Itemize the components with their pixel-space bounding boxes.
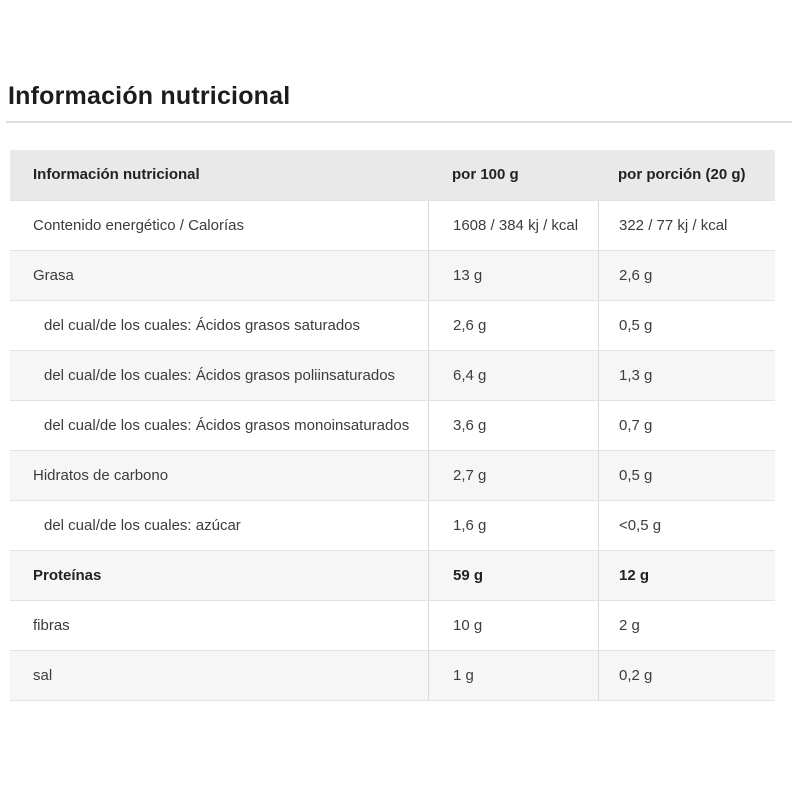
nutrient-name: sal bbox=[33, 666, 53, 684]
nutrient-name: Proteínas bbox=[33, 566, 102, 584]
value-per-100g: 6,4 g bbox=[428, 351, 598, 400]
table-row-fiber: fibras 10 g 2 g bbox=[10, 600, 775, 650]
nutrient-name: Contenido energético / Calorías bbox=[33, 216, 244, 234]
nutrition-table: Información nutricional por 100 g por po… bbox=[10, 150, 775, 701]
table-row-energy: Contenido energético / Calorías 1608 / 3… bbox=[10, 200, 775, 250]
value-per-100g: 1,6 g bbox=[428, 501, 598, 550]
value-per-portion: 2 g bbox=[598, 601, 775, 650]
value-per-portion: 0,5 g bbox=[598, 301, 775, 350]
value-per-portion: 0,5 g bbox=[598, 451, 775, 500]
table-row-protein: Proteínas 59 g 12 g bbox=[10, 550, 775, 600]
nutrient-name: Grasa bbox=[33, 266, 74, 284]
value-per-100g: 10 g bbox=[428, 601, 598, 650]
nutrient-name: del cual/de los cuales: Ácidos grasos po… bbox=[44, 366, 396, 384]
value-per-100g: 1 g bbox=[428, 651, 598, 700]
value-per-100g: 2,7 g bbox=[428, 451, 598, 500]
table-row-polyunsaturated-fat: del cual/de los cuales: Ácidos grasos po… bbox=[10, 350, 775, 400]
table-row-monounsaturated-fat: del cual/de los cuales: Ácidos grasos mo… bbox=[10, 400, 775, 450]
table-header-row: Información nutricional por 100 g por po… bbox=[10, 150, 775, 200]
table-row-carbohydrates: Hidratos de carbono 2,7 g 0,5 g bbox=[10, 450, 775, 500]
nutrient-name: Hidratos de carbono bbox=[33, 466, 169, 484]
table-row-fat: Grasa 13 g 2,6 g bbox=[10, 250, 775, 300]
column-header-nutrient: Información nutricional bbox=[33, 166, 200, 183]
value-per-portion: 322 / 77 kj / kcal bbox=[598, 201, 775, 250]
value-per-100g: 13 g bbox=[428, 251, 598, 300]
value-per-portion: 2,6 g bbox=[598, 251, 775, 300]
table-row-saturated-fat: del cual/de los cuales: Ácidos grasos sa… bbox=[10, 300, 775, 350]
column-header-per-portion: por porción (20 g) bbox=[618, 166, 746, 183]
title-divider bbox=[6, 121, 792, 123]
value-per-100g: 1608 / 384 kj / kcal bbox=[428, 201, 598, 250]
nutrient-name: fibras bbox=[33, 616, 70, 634]
nutrient-name: del cual/de los cuales: Ácidos grasos sa… bbox=[44, 316, 361, 334]
value-per-100g: 59 g bbox=[428, 551, 598, 600]
value-per-100g: 2,6 g bbox=[428, 301, 598, 350]
nutrient-name: del cual/de los cuales: Ácidos grasos mo… bbox=[44, 416, 410, 434]
value-per-portion: 0,7 g bbox=[598, 401, 775, 450]
value-per-portion: 1,3 g bbox=[598, 351, 775, 400]
value-per-portion: 12 g bbox=[598, 551, 775, 600]
nutrient-name: del cual/de los cuales: azúcar bbox=[44, 516, 241, 534]
page-title: Información nutricional bbox=[8, 82, 291, 110]
value-per-portion: 0,2 g bbox=[598, 651, 775, 700]
table-row-salt: sal 1 g 0,2 g bbox=[10, 650, 775, 700]
value-per-portion: <0,5 g bbox=[598, 501, 775, 550]
value-per-100g: 3,6 g bbox=[428, 401, 598, 450]
column-header-per-100g: por 100 g bbox=[452, 166, 519, 183]
table-row-sugar: del cual/de los cuales: azúcar 1,6 g <0,… bbox=[10, 500, 775, 550]
